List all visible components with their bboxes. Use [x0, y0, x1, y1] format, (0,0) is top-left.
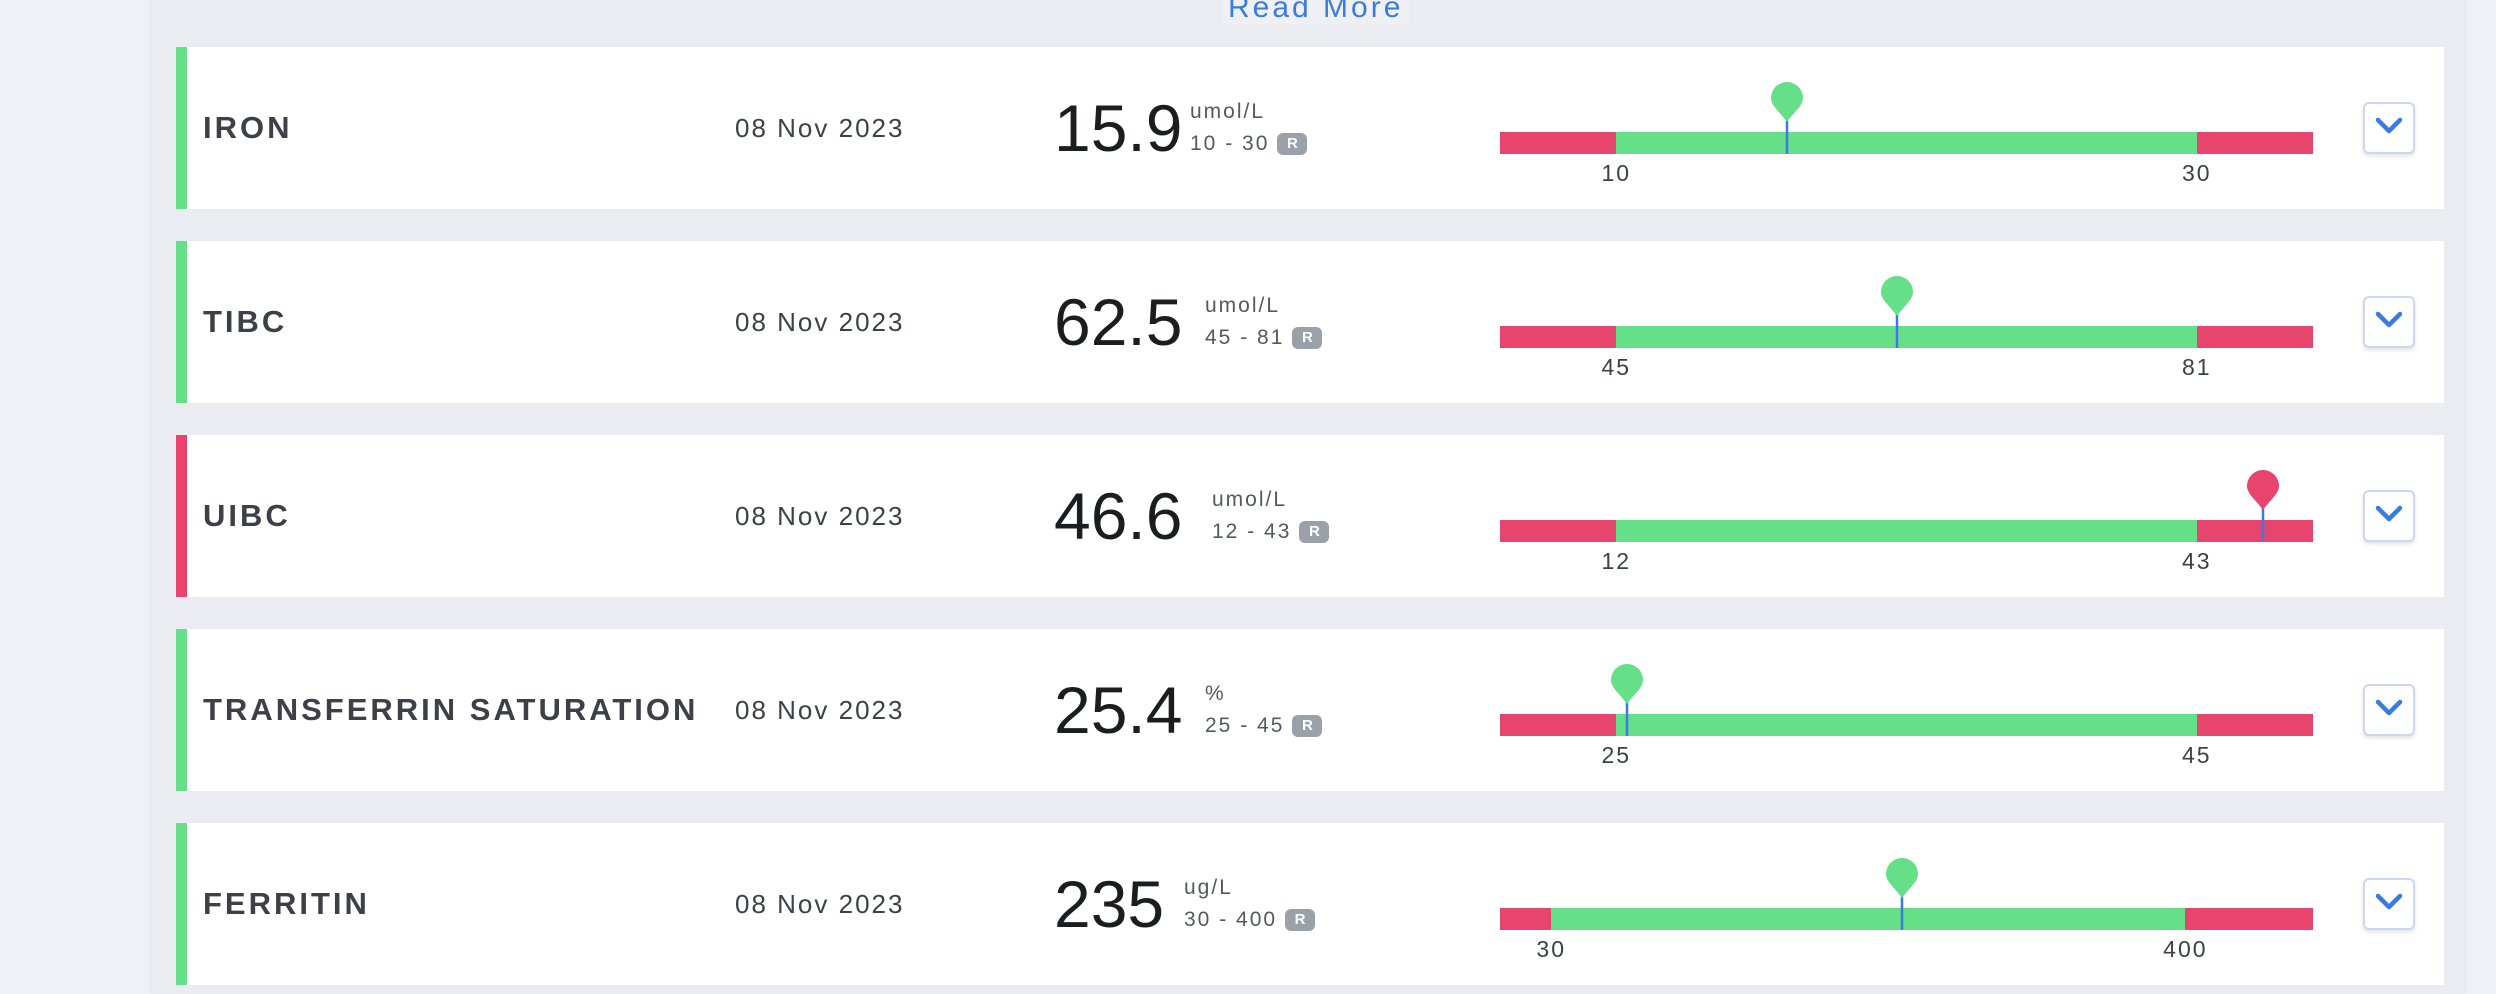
chevron-down-icon	[2374, 698, 2404, 723]
high-tick-label: 43	[2181, 548, 2212, 574]
read-more-link[interactable]: Read More	[1222, 0, 1410, 24]
range-bar: 10 30	[1500, 82, 2313, 186]
expand-button[interactable]	[2363, 878, 2415, 930]
low-tick-label: 10	[1601, 160, 1632, 186]
range-text: 30 - 400	[1184, 908, 1278, 931]
value-meta: umol/L 45 - 81 R	[1205, 291, 1323, 355]
test-value: 46.6	[1054, 479, 1183, 553]
result-card-tibc: TIBC 08 Nov 2023 62.5 umol/L 45 - 81 R 4…	[176, 241, 2444, 403]
reference-badge: R	[1299, 521, 1330, 543]
test-date: 08 Nov 2023	[735, 307, 905, 337]
test-name: TRANSFERRIN SATURATION	[203, 692, 699, 727]
high-tick-label: 400	[2163, 936, 2208, 962]
result-card-iron: IRON 08 Nov 2023 15.9 umol/L 10 - 30 R 1…	[176, 47, 2444, 209]
test-value: 62.5	[1054, 285, 1183, 359]
status-accent	[176, 629, 187, 791]
value-meta: umol/L 12 - 43 R	[1212, 485, 1330, 549]
low-segment	[1500, 908, 1552, 930]
status-accent	[176, 241, 187, 403]
high-segment	[2196, 520, 2313, 542]
test-date: 08 Nov 2023	[735, 501, 905, 531]
test-value: 235	[1054, 867, 1165, 941]
reference-range: 10 - 30 R	[1190, 127, 1308, 161]
reference-badge: R	[1277, 133, 1308, 155]
range-bar: 25 45	[1500, 664, 2313, 768]
test-name: FERRITIN	[203, 886, 370, 921]
value-marker-pin-icon	[1609, 664, 1645, 736]
normal-segment	[1551, 908, 2186, 930]
reference-range: 25 - 45 R	[1205, 709, 1323, 743]
result-card-transferrin-saturation: TRANSFERRIN SATURATION 08 Nov 2023 25.4 …	[176, 629, 2444, 791]
value-meta: ug/L 30 - 400 R	[1184, 873, 1316, 937]
range-text: 45 - 81	[1205, 326, 1285, 349]
range-text: 12 - 43	[1212, 520, 1292, 543]
test-date: 08 Nov 2023	[735, 113, 905, 143]
test-name: IRON	[203, 110, 293, 145]
chevron-down-icon	[2374, 116, 2404, 141]
expand-button[interactable]	[2363, 102, 2415, 154]
low-segment	[1500, 326, 1617, 348]
value-marker-pin-icon	[1884, 858, 1920, 930]
value-meta: % 25 - 45 R	[1205, 679, 1323, 743]
reference-range: 12 - 43 R	[1212, 515, 1330, 549]
range-bar: 12 43	[1500, 470, 2313, 574]
test-unit: umol/L	[1212, 488, 1288, 511]
low-tick-label: 12	[1601, 548, 1632, 574]
chevron-down-icon	[2374, 892, 2404, 917]
test-name: TIBC	[203, 304, 288, 339]
low-tick-label: 25	[1601, 742, 1632, 768]
test-value: 15.9	[1054, 91, 1183, 165]
reference-badge: R	[1292, 327, 1323, 349]
status-accent	[176, 823, 187, 985]
expand-button[interactable]	[2363, 684, 2415, 736]
high-tick-label: 81	[2181, 354, 2212, 380]
test-value: 25.4	[1054, 673, 1183, 747]
high-tick-label: 45	[2181, 742, 2212, 768]
reference-range: 45 - 81 R	[1205, 321, 1323, 355]
chevron-down-icon	[2374, 310, 2404, 335]
test-unit: %	[1205, 682, 1226, 705]
low-tick-label: 30	[1536, 936, 1567, 962]
result-card-uibc: UIBC 08 Nov 2023 46.6 umol/L 12 - 43 R 1…	[176, 435, 2444, 597]
normal-segment	[1616, 132, 2197, 154]
test-unit: umol/L	[1205, 294, 1281, 317]
high-segment	[2196, 714, 2313, 736]
test-name: UIBC	[203, 498, 291, 533]
value-marker-pin-icon	[1879, 276, 1915, 348]
normal-segment	[1616, 326, 2197, 348]
reference-range: 30 - 400 R	[1184, 903, 1316, 937]
high-segment	[2196, 132, 2313, 154]
normal-segment	[1616, 714, 2197, 736]
value-marker-pin-icon	[1769, 82, 1805, 154]
result-card-ferritin: FERRITIN 08 Nov 2023 235 ug/L 30 - 400 R…	[176, 823, 2444, 985]
low-segment	[1500, 132, 1617, 154]
value-marker-pin-icon	[2245, 470, 2281, 542]
chevron-down-icon	[2374, 504, 2404, 529]
value-meta: umol/L 10 - 30 R	[1190, 97, 1308, 161]
range-text: 10 - 30	[1190, 132, 1270, 155]
low-segment	[1500, 714, 1617, 736]
normal-segment	[1616, 520, 2197, 542]
status-accent	[176, 435, 187, 597]
high-segment	[2196, 326, 2313, 348]
reference-badge: R	[1285, 909, 1316, 931]
high-segment	[2185, 908, 2313, 930]
test-date: 08 Nov 2023	[735, 695, 905, 725]
status-accent	[176, 47, 187, 209]
high-tick-label: 30	[2181, 160, 2212, 186]
expand-button[interactable]	[2363, 490, 2415, 542]
reference-badge: R	[1292, 715, 1323, 737]
expand-button[interactable]	[2363, 296, 2415, 348]
test-date: 08 Nov 2023	[735, 889, 905, 919]
low-tick-label: 45	[1601, 354, 1632, 380]
test-unit: ug/L	[1184, 876, 1233, 899]
test-unit: umol/L	[1190, 100, 1266, 123]
range-text: 25 - 45	[1205, 714, 1285, 737]
range-bar: 45 81	[1500, 276, 2313, 380]
low-segment	[1500, 520, 1617, 542]
range-bar: 30 400	[1500, 858, 2313, 962]
